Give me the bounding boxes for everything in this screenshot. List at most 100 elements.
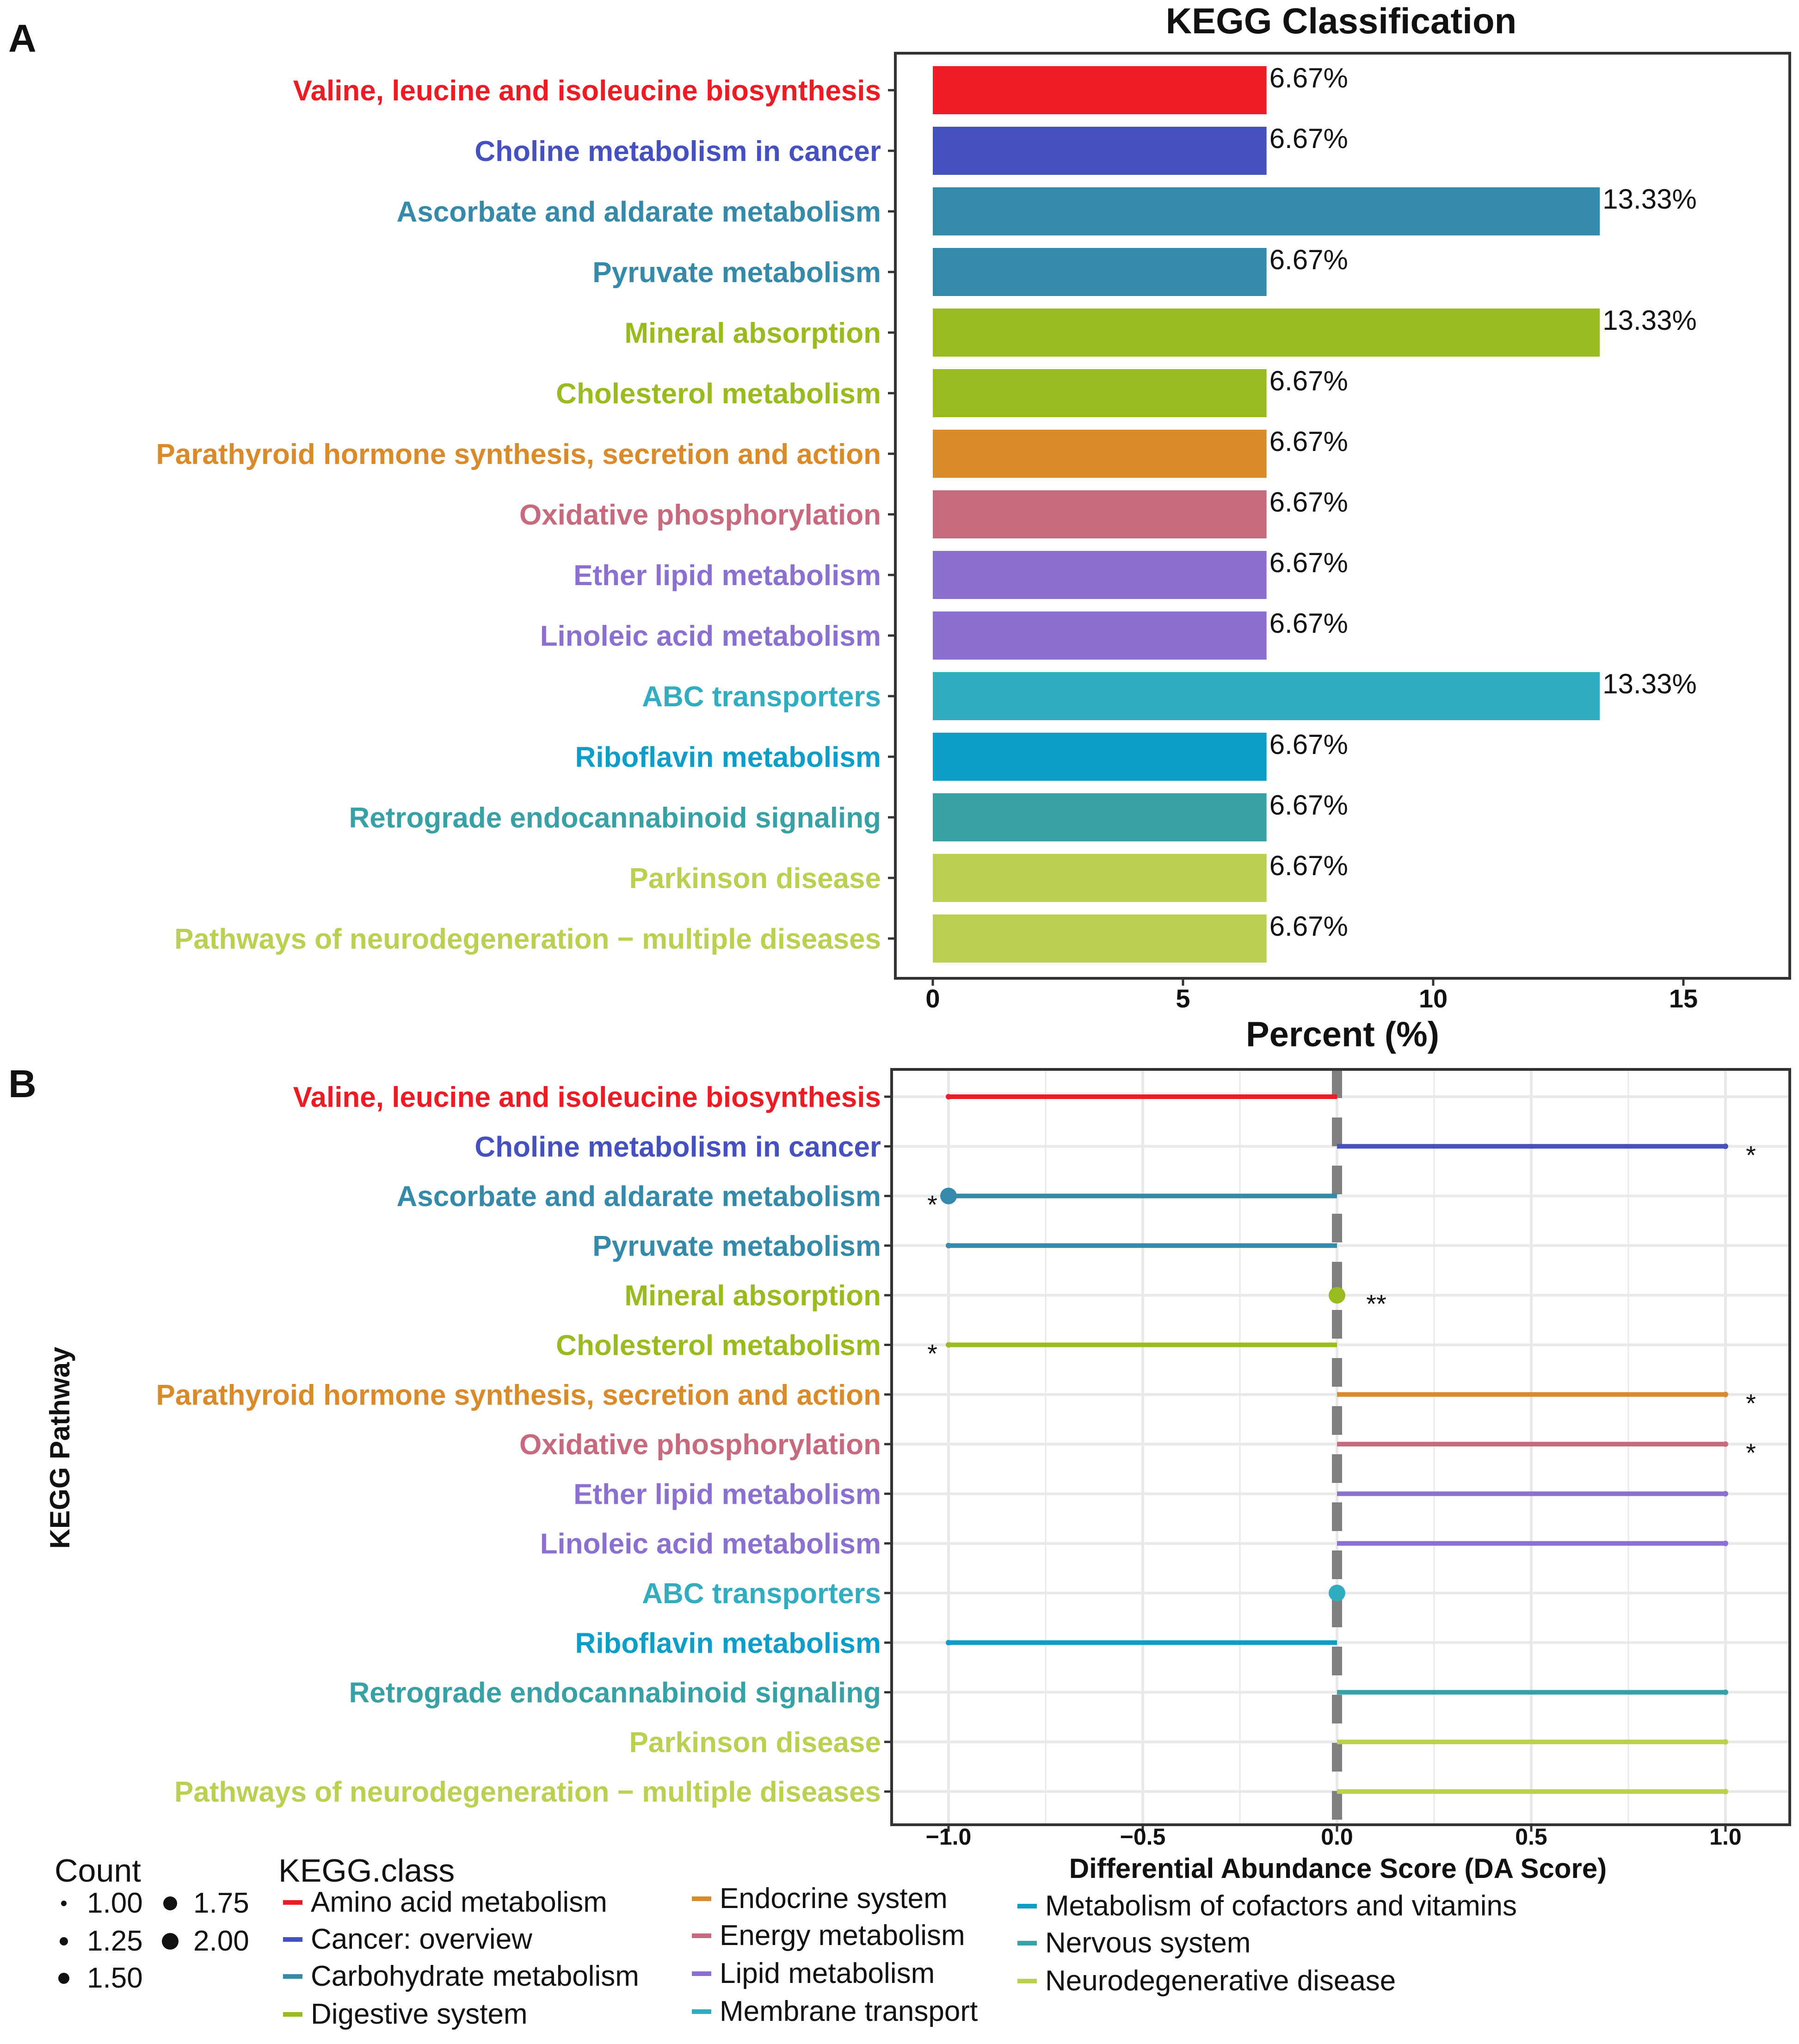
- category-label-13: Parkinson disease: [629, 863, 881, 895]
- x-tick-label-3: 0.5: [1515, 1824, 1547, 1850]
- chart-a-bars: [933, 66, 1600, 963]
- x-tick-label-2: 0.0: [1321, 1824, 1353, 1850]
- legend-count-dot-3: [163, 1896, 177, 1910]
- point-8: [1723, 1491, 1728, 1497]
- legend-class-label-3: Digestive system: [311, 1998, 528, 2030]
- legend-count-dot-2: [58, 1973, 69, 1984]
- point-3: [946, 1242, 951, 1248]
- point-7: [1723, 1441, 1728, 1447]
- chart-b-stems: [949, 1094, 1725, 1794]
- data-label-11: 6.67%: [1269, 729, 1348, 760]
- chart-b-x-ticks: −1.0 −0.5 0.0 0.5 1.0: [926, 1824, 1742, 1850]
- chart-b-points: [940, 1094, 1728, 1795]
- data-label-13: 6.67%: [1269, 850, 1348, 881]
- legend-class-label-6: Lipid metabolism: [720, 1958, 935, 1989]
- point-12: [1723, 1689, 1728, 1695]
- category-label-11: Riboflavin metabolism: [575, 741, 881, 773]
- category-label-6: Parathyroid hormone synthesis, secretion…: [156, 1379, 881, 1411]
- point-9: [1723, 1540, 1728, 1546]
- point-14: [1723, 1789, 1728, 1795]
- x-tick-label-2: 10: [1419, 984, 1448, 1013]
- bar-0: [933, 66, 1267, 114]
- legend-count-label-3: 1.75: [193, 1887, 249, 1919]
- significance-mark-1: *: [1746, 1140, 1756, 1169]
- panel-b-letter: B: [8, 1062, 37, 1105]
- data-label-1: 6.67%: [1269, 123, 1348, 154]
- x-tick-label-4: 1.0: [1709, 1824, 1742, 1850]
- bar-11: [933, 733, 1267, 781]
- data-label-10: 13.33%: [1602, 668, 1697, 699]
- panel-a-bar-chart: KEGG Classification Valine, leucine and …: [156, 0, 1791, 1054]
- point-13: [1723, 1739, 1728, 1745]
- significance-mark-5: *: [927, 1339, 937, 1368]
- bar-1: [933, 127, 1267, 175]
- x-tick-label-0: −1.0: [926, 1824, 972, 1850]
- category-label-2: Ascorbate and aldarate metabolism: [397, 196, 881, 228]
- legend-count-dot-1: [60, 1937, 68, 1945]
- category-label-11: Riboflavin metabolism: [575, 1627, 881, 1659]
- chart-a-panel-border: [894, 52, 1791, 980]
- legend-class-label-7: Membrane transport: [720, 1995, 978, 2027]
- category-label-0: Valine, leucine and isoleucine biosynthe…: [293, 75, 881, 107]
- data-label-5: 6.67%: [1269, 365, 1348, 396]
- category-label-7: Oxidative phosphorylation: [519, 499, 881, 531]
- chart-a-x-ticks: 0 5 10 15: [925, 978, 1698, 1013]
- chart-b-panel-border: [890, 1068, 1791, 1826]
- chart-a-category-labels: Valine, leucine and isoleucine biosynthe…: [156, 75, 895, 955]
- significance-mark-6: *: [1746, 1389, 1756, 1418]
- chart-b-significance-marks: *******: [927, 1140, 1756, 1467]
- point-4: [1329, 1287, 1345, 1304]
- point-0: [946, 1094, 951, 1099]
- significance-mark-7: *: [1746, 1438, 1756, 1467]
- bar-12: [933, 793, 1267, 841]
- category-label-5: Cholesterol metabolism: [556, 1330, 881, 1362]
- chart-a-x-axis-title: Percent (%): [1246, 1015, 1439, 1054]
- category-label-14: Pathways of neurodegeneration − multiple…: [174, 923, 881, 955]
- legend-class-label-1: Cancer: overview: [311, 1923, 532, 1955]
- chart-b-y-axis-title: KEGG Pathway: [44, 1346, 75, 1549]
- legend-class-label-0: Amino acid metabolism: [311, 1886, 607, 1918]
- category-label-2: Ascorbate and aldarate metabolism: [397, 1181, 881, 1213]
- significance-mark-4: **: [1366, 1289, 1386, 1318]
- legend-class-label-5: Energy metabolism: [720, 1920, 965, 1951]
- category-label-9: Linoleic acid metabolism: [540, 620, 881, 652]
- data-label-9: 6.67%: [1269, 608, 1348, 639]
- bar-13: [933, 854, 1267, 902]
- category-label-4: Mineral absorption: [624, 317, 881, 349]
- legend: Count 1.00 1.25 1.50 1.75 2.00 KEGG.class Am…: [55, 1853, 1517, 2030]
- category-label-8: Ether lipid metabolism: [573, 1478, 881, 1510]
- legend-class-label-2: Carbohydrate metabolism: [311, 1960, 639, 1992]
- data-label-3: 6.67%: [1269, 244, 1348, 275]
- x-tick-label-1: −0.5: [1120, 1824, 1166, 1850]
- data-label-7: 6.67%: [1269, 487, 1348, 518]
- legend-class-label-4: Endocrine system: [720, 1883, 948, 1914]
- point-11: [946, 1640, 951, 1646]
- category-label-10: ABC transporters: [642, 681, 881, 713]
- chart-b-x-axis-title: Differential Abundance Score (DA Score): [1069, 1853, 1607, 1884]
- data-label-14: 6.67%: [1269, 911, 1348, 942]
- significance-mark-2: *: [927, 1190, 937, 1219]
- x-tick-label-0: 0: [925, 984, 940, 1013]
- legend-class-title: KEGG.class: [278, 1853, 455, 1889]
- point-1: [1723, 1143, 1728, 1149]
- data-label-12: 6.67%: [1269, 790, 1348, 821]
- category-label-10: ABC transporters: [642, 1578, 881, 1610]
- legend-count-label-2: 1.50: [87, 1962, 143, 1994]
- bar-14: [933, 914, 1267, 963]
- legend-count-label-0: 1.00: [87, 1887, 143, 1919]
- data-label-0: 6.67%: [1269, 62, 1348, 93]
- legend-class-label-9: Nervous system: [1045, 1927, 1251, 1959]
- point-6: [1723, 1391, 1728, 1397]
- bar-5: [933, 369, 1267, 417]
- data-label-4: 13.33%: [1602, 305, 1697, 336]
- bar-4: [933, 309, 1600, 357]
- legend-count-dot-4: [162, 1933, 179, 1950]
- legend-class-items: Amino acid metabolism Cancer: overview Car…: [283, 1883, 1517, 2030]
- panel-a-letter: A: [8, 17, 37, 60]
- bar-8: [933, 551, 1267, 599]
- data-label-8: 6.67%: [1269, 547, 1348, 578]
- chart-a-data-labels: 6.67% 6.67% 13.33% 6.67% 13.33% 6.67% 6.67% 6.6…: [1269, 62, 1697, 942]
- legend-count-label-4: 2.00: [193, 1925, 249, 1957]
- category-label-7: Oxidative phosphorylation: [519, 1429, 881, 1461]
- point-5: [946, 1342, 951, 1348]
